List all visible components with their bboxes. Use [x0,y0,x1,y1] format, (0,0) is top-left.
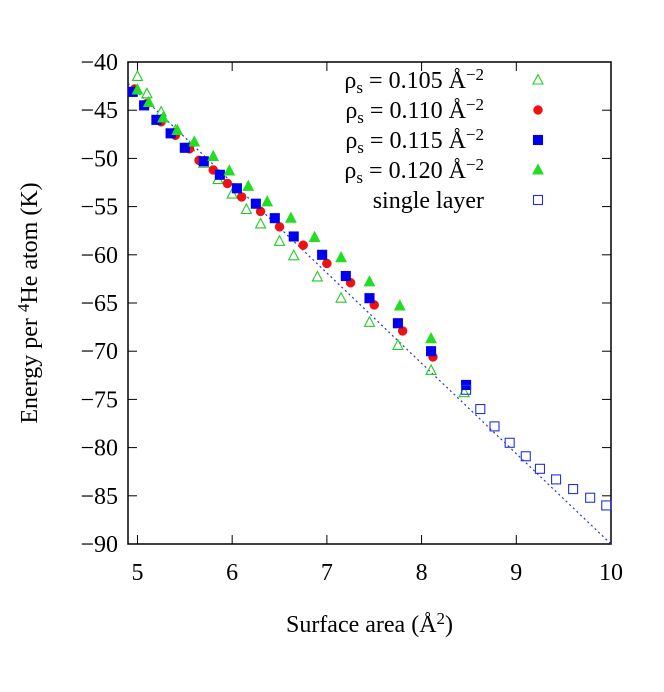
legend-marker-1 [533,105,543,115]
data-point [240,202,253,215]
y-tick-label: −85 [80,484,118,510]
data-point [261,195,274,207]
data-point [311,270,324,282]
data-point [340,270,351,282]
data-point [363,315,376,327]
data-point [141,87,153,99]
x-tick-label: 9 [510,560,522,586]
data-point [131,69,144,82]
y-axis-label: Energy per 4He atom (K) [14,182,43,423]
y-tick-label: −55 [80,195,118,221]
data-point [551,474,562,485]
data-point [269,213,280,224]
data-point [274,222,285,232]
data-points [127,69,612,511]
x-tick-label: 6 [226,560,238,586]
x-tick-label: 7 [321,560,333,586]
data-point [242,179,255,191]
legend-marker-2 [532,134,544,146]
data-point [298,240,308,250]
legend-label-3: ρs = 0.120 Å−2 [344,155,484,187]
y-tick-label: −40 [80,50,118,76]
legend-marker-0 [532,73,544,85]
data-point [131,83,144,95]
data-point [250,198,261,209]
data-point [207,149,220,162]
series-3 [131,83,437,344]
data-point [308,230,321,242]
data-point [223,164,236,176]
y-tick-label: −45 [80,98,118,124]
data-point [179,142,190,153]
data-point [364,293,375,304]
data-point [188,135,201,147]
legend-label-1: ρs = 0.110 Å−2 [345,95,484,127]
data-point [222,178,233,189]
data-point [171,123,184,135]
data-point [425,331,437,344]
data-point [393,299,406,311]
y-tick-label: −60 [80,243,118,269]
data-point [288,231,299,242]
data-point [287,249,300,261]
data-point [568,484,579,495]
data-point [534,463,546,474]
legend-marker-4 [532,194,544,206]
data-point [585,492,596,503]
y-tick-label: −65 [80,291,118,317]
data-point [504,437,515,448]
data-point [475,403,486,415]
axes: 5 6 7 8 9 10 −40 −45 −50 −55 −60 −65 −70 −75 −80 −85 −90 [80,50,623,586]
x-tick-label: 8 [416,560,428,586]
data-point [322,258,332,269]
data-point [231,183,242,194]
data-point [254,217,267,229]
data-point [236,192,247,202]
data-point [284,211,297,223]
legend: ρs = 0.105 Å−2ρs = 0.110 Å−2ρs = 0.115 Å… [344,65,544,214]
data-point [363,275,376,287]
x-axis-label: Surface area (Å2) [286,609,453,638]
series-4 [461,384,612,511]
legend-marker-3 [532,163,544,175]
x-tick-label: 10 [599,560,623,586]
data-point [520,451,531,462]
data-point [335,251,347,263]
y-tick-label: −50 [80,146,118,172]
data-point [317,249,328,260]
y-tick-label: −90 [80,532,118,558]
y-tick-label: −70 [80,339,118,365]
data-point [157,111,169,123]
y-tick-label: −75 [80,387,118,413]
legend-label-0: ρs = 0.105 Å−2 [344,65,484,97]
data-point [273,234,286,246]
legend-label-2: ρs = 0.115 Å−2 [345,125,484,157]
y-tick-label: −80 [80,436,118,462]
data-point [214,169,225,180]
data-point [392,338,404,350]
axis-labels: Surface area (Å2) Energy per 4He atom (K) [14,182,453,638]
data-point [461,384,472,395]
data-point [425,363,437,376]
legend-label-4: single layer [373,188,484,214]
data-point [426,346,437,357]
data-point [198,156,209,167]
data-point [142,95,155,108]
data-point [489,421,500,432]
data-point [601,500,612,511]
data-point [335,291,347,303]
x-tick-label: 5 [131,560,143,586]
data-point [392,318,403,329]
